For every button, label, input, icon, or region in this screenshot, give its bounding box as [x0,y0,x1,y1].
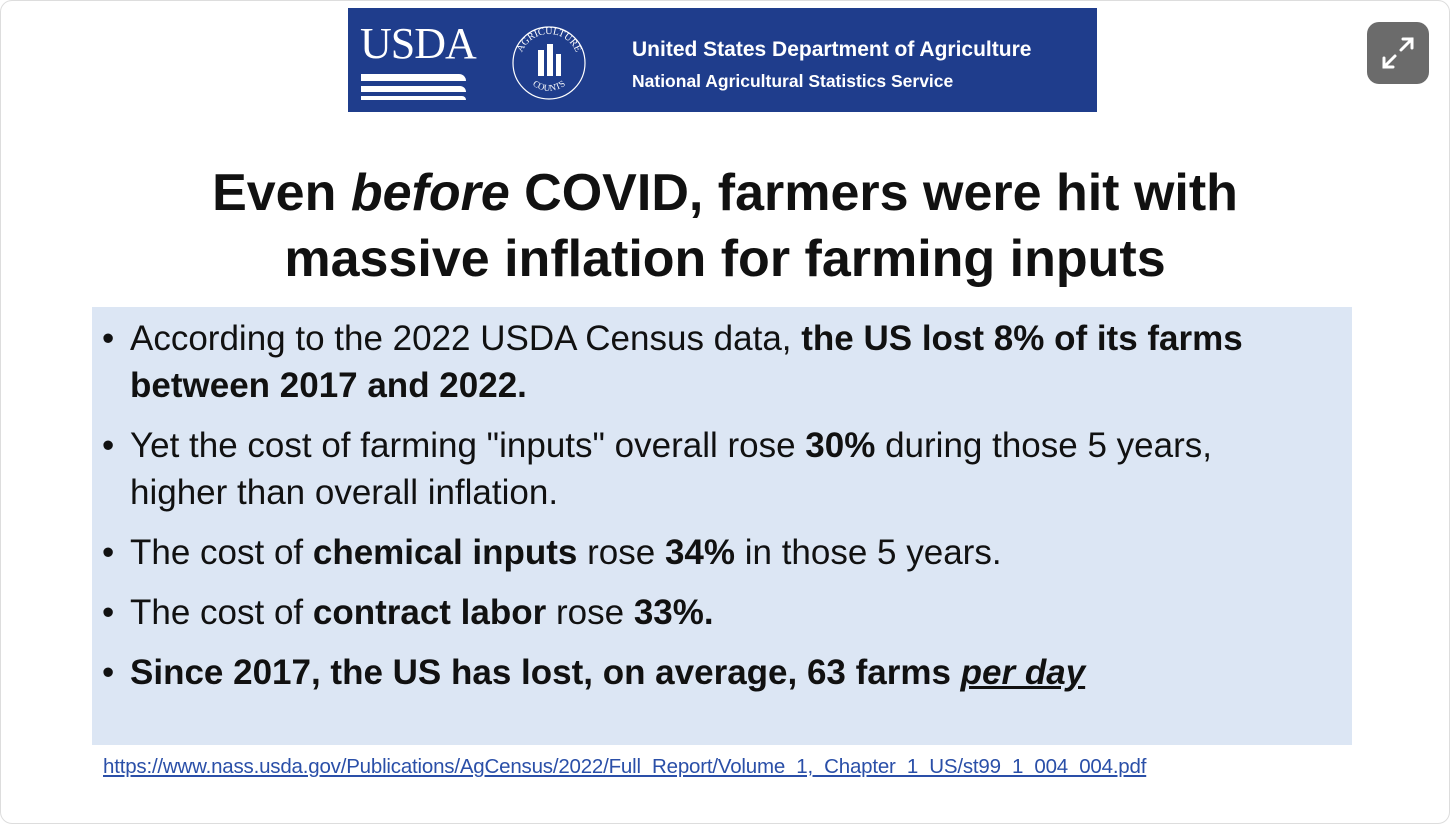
bullet-item: Yet the cost of farming "inputs" overall… [102,422,1312,516]
bullet-item: The cost of contract labor rose 33%. [102,589,1312,636]
seal-text: COUNTS [531,78,567,93]
text-run: rose [577,533,665,572]
text-run: in those 5 years. [735,533,1002,572]
text-run: The cost of [130,533,313,572]
text-run: 34% [664,533,736,572]
bullet-item: According to the 2022 USDA Census data, … [102,315,1312,409]
bullet-item: The cost of chemical inputs rose 34% in … [102,529,1312,576]
logo-swoosh [361,74,466,81]
expand-button[interactable] [1367,22,1429,84]
text-run: rose [546,593,634,632]
slide-title: Even before COVID, farmers were hit with… [0,160,1450,292]
text-run: The cost of [130,593,313,632]
text-run: COVID, farmers were hit with [509,164,1238,222]
expand-icon [1382,37,1414,69]
text-run: According to the 2022 USDA Census data, [130,319,802,358]
bullet-list: According to the 2022 USDA Census data, … [92,307,1352,696]
text-run: before [350,164,510,222]
text-run: chemical inputs [312,533,578,572]
bullet-panel: According to the 2022 USDA Census data, … [92,307,1352,745]
text-run: contract labor [312,593,547,632]
logo-swoosh [361,86,466,92]
text-run: Yet the cost of farming "inputs" overall… [130,426,806,465]
text-run: Since 2017, the US has lost, on average,… [130,653,961,692]
usda-logo: USDA [360,19,477,68]
text-run: the US lost 8% of its farms between 2017… [130,319,1243,405]
service-name: National Agricultural Statistics Service [632,71,954,91]
text-run: 33%. [633,593,714,632]
text-run: Even [212,164,351,222]
department-name: United States Department of Agriculture [632,38,1032,61]
title-line: massive inflation for farming inputs [0,226,1450,292]
text-run: during those 5 years, higher than overal… [130,426,1212,512]
title-line: Even before COVID, farmers were hit with [0,160,1450,226]
text-run: massive inflation for farming inputs [284,230,1166,288]
bullet-item: Since 2017, the US has lost, on average,… [102,649,1312,696]
text-run: per day [960,653,1086,692]
source-link[interactable]: https://www.nass.usda.gov/Publications/A… [103,755,1147,778]
logo-swoosh [361,96,466,100]
text-run: 30% [805,426,876,465]
seal: AGRICULTURE COUNTS [512,26,586,100]
usda-header: USDA AGRICULTURE COUNTS United States De… [348,8,1097,112]
